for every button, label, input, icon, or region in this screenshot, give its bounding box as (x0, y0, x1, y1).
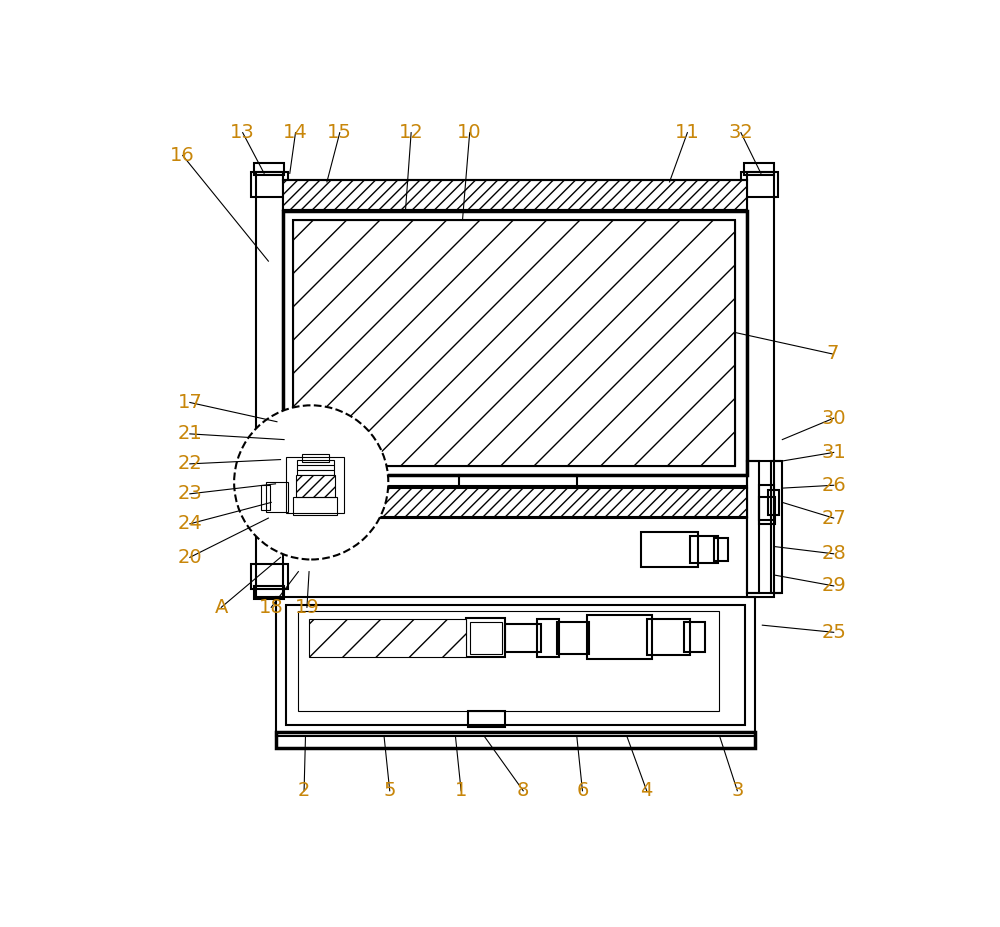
Text: 25: 25 (821, 623, 846, 641)
Bar (296, 476, 335, 497)
Text: 6: 6 (576, 781, 589, 800)
Text: 10: 10 (457, 123, 482, 142)
Text: 13: 13 (230, 123, 255, 142)
Text: 11: 11 (675, 123, 700, 142)
Bar (302, 454, 329, 463)
Circle shape (234, 405, 388, 560)
Bar (254, 162, 284, 175)
Bar (537, 619, 559, 656)
Text: 3: 3 (731, 781, 744, 800)
Text: 24: 24 (177, 514, 202, 533)
Text: 15: 15 (327, 123, 352, 142)
Bar (557, 622, 589, 654)
Text: 5: 5 (383, 781, 396, 800)
Bar (641, 532, 698, 566)
Bar (714, 538, 728, 561)
Bar (647, 619, 690, 655)
Text: 28: 28 (821, 544, 846, 564)
Bar (759, 485, 774, 519)
Text: A: A (215, 598, 228, 616)
Text: 2: 2 (298, 781, 310, 800)
Text: 30: 30 (821, 409, 846, 427)
Bar (747, 171, 774, 597)
Bar (470, 622, 502, 654)
Bar (286, 457, 344, 514)
Bar (771, 461, 782, 593)
Text: 31: 31 (821, 443, 846, 462)
Bar (261, 485, 270, 510)
Bar (768, 489, 779, 515)
Text: 4: 4 (641, 781, 653, 800)
Text: 12: 12 (399, 123, 424, 142)
Bar (684, 622, 705, 653)
Bar (505, 624, 541, 653)
Bar (297, 460, 334, 476)
Bar (286, 605, 745, 725)
Bar (741, 171, 778, 197)
Text: 27: 27 (821, 509, 846, 527)
Text: 17: 17 (177, 393, 202, 412)
Text: 1: 1 (455, 781, 467, 800)
Bar (298, 611, 719, 711)
Bar (254, 586, 284, 599)
Bar (587, 616, 652, 659)
Bar (283, 181, 747, 210)
Bar (293, 497, 337, 514)
Text: 8: 8 (517, 781, 529, 800)
Text: 20: 20 (178, 548, 202, 566)
Bar (256, 171, 283, 597)
Text: 23: 23 (177, 484, 202, 503)
Bar (309, 619, 466, 656)
Bar (251, 171, 288, 197)
Bar (466, 618, 505, 657)
Text: 21: 21 (177, 425, 202, 443)
Text: 7: 7 (826, 345, 838, 363)
Bar (283, 211, 747, 476)
Text: 22: 22 (177, 454, 202, 474)
Bar (293, 220, 735, 466)
Bar (251, 565, 288, 590)
Text: 29: 29 (821, 577, 846, 595)
Bar (276, 732, 755, 748)
Text: 26: 26 (821, 476, 846, 495)
Text: 32: 32 (729, 123, 753, 142)
Bar (759, 497, 775, 524)
Text: 16: 16 (170, 146, 195, 165)
Text: 18: 18 (259, 598, 284, 616)
Bar (276, 597, 755, 736)
Bar (293, 220, 735, 466)
Bar (747, 461, 759, 593)
Bar (283, 489, 747, 516)
Text: 19: 19 (295, 598, 319, 616)
Bar (468, 711, 505, 727)
Bar (690, 536, 718, 563)
Bar (744, 162, 774, 175)
Text: 14: 14 (283, 123, 308, 142)
Bar (266, 482, 288, 513)
